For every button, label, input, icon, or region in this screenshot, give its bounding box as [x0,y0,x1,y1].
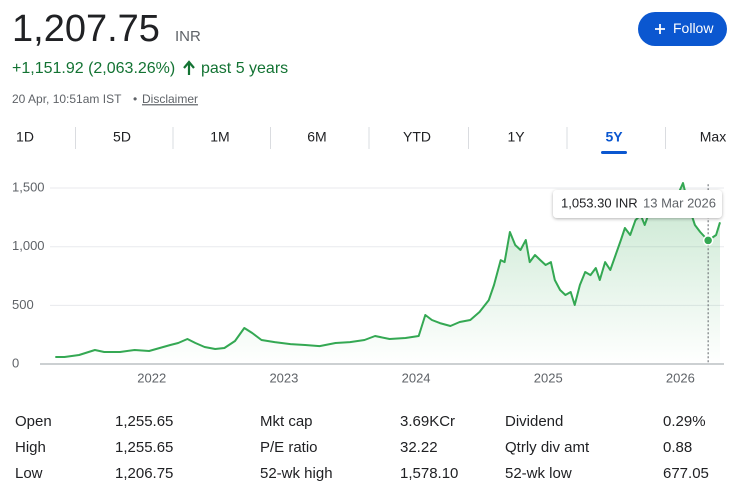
y-tick-label: 1,000 [12,238,45,253]
stat-label: Open [15,413,52,430]
stat-label: Qtrly div amt [505,439,590,456]
change: +1,151.92 (2,063.26%) [12,60,175,77]
stat-value: 0.29% [663,413,706,430]
currency: INR [175,28,201,45]
stat-value: 0.88 [663,439,692,456]
stat-value: 3.69KCr [400,413,455,430]
period: past 5 years [201,60,288,77]
x-tick-label: 2023 [269,370,298,385]
range-tab[interactable]: 5D [113,129,131,145]
range-tab[interactable]: 1D [16,129,34,145]
follow-button-bg[interactable] [638,12,727,46]
stat-label: Dividend [505,413,563,430]
stat-label: Low [15,465,43,482]
x-tick-label: 2024 [402,370,431,385]
y-tick-label: 0 [12,355,19,370]
range-tab[interactable]: Max [700,129,726,145]
disclaimer-link[interactable]: Disclaimer [142,92,198,106]
x-tick-label: 2025 [534,370,563,385]
range-tabs: 1D 5D 1M 6M YTD 1Y 5Y Max [16,127,726,154]
up-arrow [183,60,195,75]
stat-value: 1,255.65 [115,413,173,430]
range-tab[interactable]: 1M [210,129,229,145]
hover-dot [702,235,714,246]
x-tick-label: 2026 [666,370,695,385]
timestamp: 20 Apr, 10:51am IST [12,92,122,106]
follow-label[interactable]: Follow [673,20,714,36]
stat-label: High [15,439,46,456]
x-tick-label: 2022 [137,370,166,385]
separator: • [133,92,137,106]
price: 1,207.75 [12,8,160,50]
chart: 0 500 1,000 1,500 2022 2023 2024 2025 2026 1,053.… [12,179,724,385]
tooltip-value: 1,053.30 INR [561,195,638,210]
range-tab[interactable]: 5Y [605,129,623,145]
stat-label: P/E ratio [260,439,318,456]
stat-value: 1,255.65 [115,439,173,456]
stat-label: Mkt cap [260,413,313,430]
tooltip-date: 13 Mar 2026 [643,195,716,210]
price-line [55,182,721,358]
price-area [55,183,721,364]
stat-value: 1,578.10 [400,465,458,482]
y-tick-label: 1,500 [12,179,45,194]
range-tab[interactable]: YTD [403,129,431,145]
stat-value: 1,206.75 [115,465,173,482]
tooltip-box [553,190,722,218]
stat-value: 32.22 [400,439,438,456]
stat-label: 52-wk high [260,465,333,482]
range-tab[interactable]: 6M [307,129,326,145]
tab-indicator [601,151,627,154]
follow-button[interactable]: Follow [638,12,727,46]
stats: Open 1,255.65 Mkt cap 3.69KCr Dividend 0.29% H… [0,401,735,482]
y-tick-label: 500 [12,297,34,312]
stat-value: 677.05 [663,465,709,482]
range-tab[interactable]: 1Y [507,129,525,145]
stat-label: 52-wk low [505,465,572,482]
plus-icon [655,24,665,34]
